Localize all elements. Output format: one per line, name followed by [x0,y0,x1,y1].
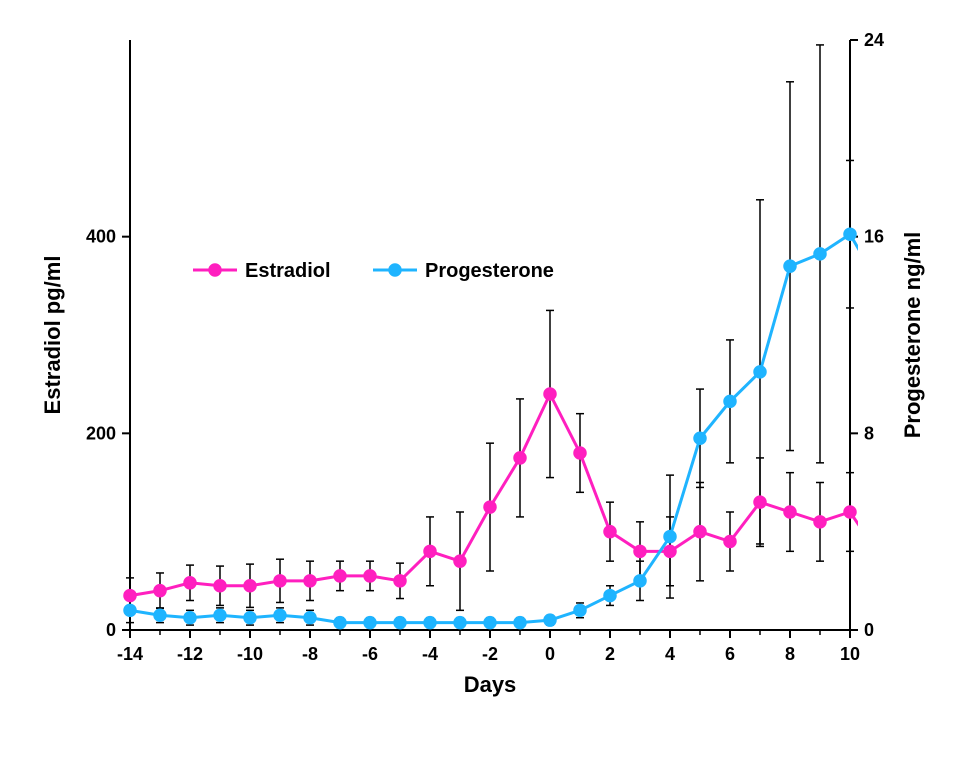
data-point [334,570,346,582]
data-point [574,604,586,616]
data-point [634,575,646,587]
data-point [454,617,466,629]
legend-label-estradiol: Estradiol [245,260,331,282]
data-point [664,545,676,557]
data-point [574,447,586,459]
x-tick-label: 2 [605,644,615,664]
data-point [484,501,496,513]
data-point [214,609,226,621]
data-point [724,395,736,407]
data-point [364,570,376,582]
x-tick-label: -2 [482,644,498,664]
data-point [814,516,826,528]
data-point [124,604,136,616]
x-tick-label: 6 [725,644,735,664]
y-left-tick-label: 400 [86,227,116,247]
x-axis-label: Days [464,672,517,697]
x-tick-label: -8 [302,644,318,664]
y-left-tick-label: 200 [86,423,116,443]
data-point [664,531,676,543]
y-right-tick-label: 8 [864,423,874,443]
x-tick-label: 10 [840,644,860,664]
data-point [604,590,616,602]
data-point [304,575,316,587]
y-axis-right-label: Progesterone ng/ml [900,232,925,439]
data-point [334,617,346,629]
x-tick-label: -12 [177,644,203,664]
data-point [844,506,856,518]
data-point [214,580,226,592]
data-point [514,452,526,464]
data-point [544,614,556,626]
data-point [244,612,256,624]
legend-marker-estradiol [209,264,221,276]
data-point [154,585,166,597]
x-tick-label: -4 [422,644,438,664]
data-point [424,617,436,629]
hormone-chart: -14-12-10-8-6-4-202468100200400081624Day… [0,0,960,767]
y-right-tick-label: 16 [864,227,884,247]
data-point [394,617,406,629]
data-point [604,526,616,538]
data-point [724,536,736,548]
data-point [694,432,706,444]
data-point [184,577,196,589]
data-point [784,506,796,518]
data-point [184,612,196,624]
data-point [124,590,136,602]
data-point [454,555,466,567]
x-tick-label: 8 [785,644,795,664]
x-tick-label: 4 [665,644,675,664]
data-point [364,617,376,629]
legend-label-progesterone: Progesterone [425,260,554,282]
data-point [274,609,286,621]
x-tick-label: -14 [117,644,143,664]
data-point [814,248,826,260]
data-point [514,617,526,629]
data-point [634,545,646,557]
data-point [154,609,166,621]
data-point [844,228,856,240]
x-tick-label: 0 [545,644,555,664]
legend-marker-progesterone [389,264,401,276]
data-point [304,612,316,624]
data-point [244,580,256,592]
data-point [784,260,796,272]
x-tick-label: -10 [237,644,263,664]
x-tick-label: -6 [362,644,378,664]
data-point [694,526,706,538]
data-point [394,575,406,587]
y-left-tick-label: 0 [106,620,116,640]
data-point [274,575,286,587]
y-right-tick-label: 0 [864,620,874,640]
y-right-tick-label: 24 [864,30,884,50]
data-point [544,388,556,400]
data-point [754,496,766,508]
y-axis-left-label: Estradiol pg/ml [40,256,65,415]
chart-svg: -14-12-10-8-6-4-202468100200400081624Day… [0,0,960,767]
data-point [424,545,436,557]
data-point [484,617,496,629]
data-point [754,366,766,378]
